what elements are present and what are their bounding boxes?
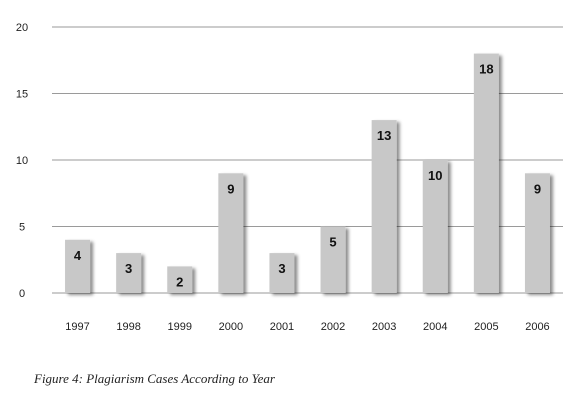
bar: [320, 226, 346, 293]
bar: [65, 239, 91, 293]
x-tick-label: 1999: [168, 321, 192, 333]
x-tick-label: 2006: [525, 321, 549, 333]
x-tick-label: 2002: [321, 321, 345, 333]
bar-data-label: 18: [479, 62, 493, 77]
x-tick-label: 2004: [423, 321, 447, 333]
x-axis-ticks: 1997 1998 1999 2000 2001 2002 2003 2004 2005 2006: [65, 321, 549, 333]
y-tick-label: 0: [19, 288, 25, 300]
bar-data-label: 4: [74, 248, 82, 263]
x-tick-label: 1998: [116, 321, 140, 333]
bar: [422, 160, 448, 293]
bar: [218, 173, 244, 293]
bar-data-label: 9: [227, 181, 234, 196]
bar: [167, 266, 193, 293]
x-tick-label: 1997: [65, 321, 89, 333]
y-tick-label: 20: [16, 22, 28, 34]
y-tick-label: 15: [16, 89, 28, 101]
bar: [116, 253, 142, 293]
bar: [473, 53, 499, 293]
bar: [524, 173, 550, 293]
chart-svg: 0 5 10 15 20 4 3 2 9 3 5 13 10 18 9 1997 1998 1999 2000 2…: [16, 22, 563, 333]
x-tick-label: 2000: [219, 321, 243, 333]
x-tick-label: 2001: [270, 321, 294, 333]
figure-caption: Figure 4: Plagiarism Cases According to …: [34, 371, 275, 386]
bar: [269, 253, 295, 293]
bar-data-labels: 4 3 2 9 3 5 13 10 18 9: [74, 62, 541, 290]
bar-data-label: 5: [329, 235, 336, 250]
x-tick-label: 2005: [474, 321, 498, 333]
bar-data-label: 10: [428, 168, 442, 183]
bar-data-label: 3: [278, 261, 285, 276]
bar: [371, 120, 397, 293]
y-tick-label: 10: [16, 155, 28, 167]
bar-chart: 0 5 10 15 20 4 3 2 9 3 5 13 10 18 9 1997 1998 1999 2000 2…: [16, 22, 563, 333]
bars: [65, 53, 550, 293]
bar-data-label: 13: [377, 128, 391, 143]
bar-data-label: 3: [125, 261, 132, 276]
y-axis-ticks: 0 5 10 15 20: [16, 22, 28, 300]
y-tick-label: 5: [19, 222, 25, 234]
x-tick-label: 2003: [372, 321, 396, 333]
bar-data-label: 2: [176, 274, 183, 289]
bar-data-label: 9: [534, 181, 541, 196]
